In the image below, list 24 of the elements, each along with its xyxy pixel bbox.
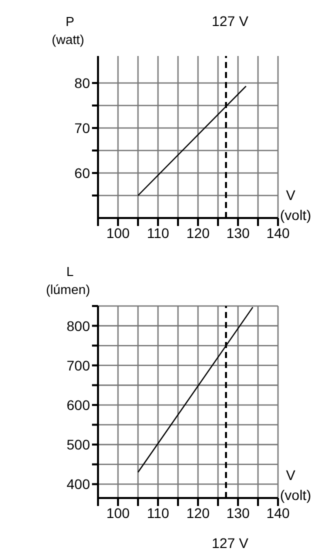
y-axis-title: P (watt) (52, 14, 84, 47)
y-tick-label: 70 (74, 120, 90, 136)
x-tick-label: 130 (226, 504, 250, 521)
x-tick-label: 120 (186, 504, 210, 521)
y-tick-label: 60 (74, 164, 90, 181)
ref-line-label: 127 V (212, 13, 249, 29)
y-axis-title: L (lúmen) (46, 264, 90, 297)
x-tick-label: 140 (266, 504, 290, 521)
x-axis-title: V (volt) (280, 467, 312, 503)
ref-line-label: 127 V (212, 535, 249, 551)
y-tick-label: 700 (66, 357, 90, 374)
x-tick-label: 100 (106, 504, 130, 521)
y-tick-label: 800 (66, 318, 90, 334)
y-tick-label: 600 (66, 396, 90, 413)
x-tick-label: 120 (186, 224, 210, 241)
x-tick-label: 140 (266, 224, 290, 241)
x-axis-title: V (volt) (280, 187, 312, 223)
x-tick-label: 110 (146, 504, 170, 521)
x-tick-label: 100 (106, 224, 130, 241)
y-tick-label: 400 (66, 476, 90, 492)
x-tick-label: 130 (226, 224, 250, 241)
y-tick-label: 80 (74, 74, 90, 91)
y-tick-label: 500 (66, 436, 90, 453)
x-tick-label: 110 (146, 224, 170, 241)
